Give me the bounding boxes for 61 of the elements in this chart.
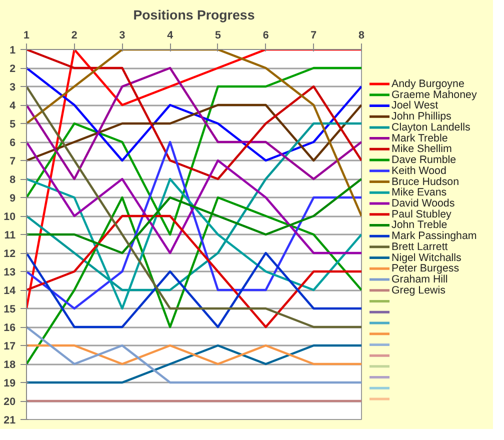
legend-label: David Woods xyxy=(392,197,455,210)
line-series xyxy=(26,196,362,366)
legend-label: Paul Stubley xyxy=(392,208,452,220)
legend-label: Peter Burgess xyxy=(392,262,460,275)
chart-title: Positions Progress xyxy=(133,8,255,22)
legend-label: John Treble xyxy=(392,219,448,232)
legend-label: Mark Treble xyxy=(392,132,448,144)
line-series xyxy=(26,252,362,328)
legend-label: Mark Passingham xyxy=(392,230,477,242)
legend-label: Keith Wood xyxy=(392,164,446,177)
y-tick-label: 19 xyxy=(4,378,16,390)
y-tick-label: 4 xyxy=(10,100,16,112)
y-tick-label: 6 xyxy=(10,137,16,149)
y-tick-label: 3 xyxy=(10,82,16,94)
x-tick-label: 4 xyxy=(167,30,174,42)
y-tick-label: 10 xyxy=(4,211,16,223)
y-tick-label: 14 xyxy=(4,285,16,297)
y-tick-label: 7 xyxy=(10,156,16,168)
x-tick-label: 2 xyxy=(71,30,78,42)
line-series xyxy=(26,104,362,162)
line-series xyxy=(26,140,362,310)
y-tick-label: 9 xyxy=(10,192,16,204)
legend-label: Nigel Witchalls xyxy=(392,252,462,264)
legend-label: Mike Shellim xyxy=(392,143,452,156)
legend-label: Graeme Mahoney xyxy=(392,88,478,101)
y-tick-label: 2 xyxy=(10,63,16,75)
y-tick-label: 18 xyxy=(4,359,16,371)
line-series xyxy=(26,326,362,384)
legend-label: Greg Lewis xyxy=(392,284,446,296)
legend-label: Andy Burgoyne xyxy=(392,78,464,90)
line-series xyxy=(26,178,362,254)
y-tick-label: 1 xyxy=(10,44,16,56)
y-tick-label: 12 xyxy=(4,248,16,260)
x-tick-label: 8 xyxy=(358,30,365,42)
line-series xyxy=(26,140,362,254)
x-tick-label: 3 xyxy=(119,30,126,42)
legend-label: John Phillips xyxy=(392,110,452,123)
line-series xyxy=(26,214,362,328)
line-series xyxy=(26,85,362,328)
y-tick-label: 20 xyxy=(4,396,16,408)
line-series xyxy=(26,66,362,162)
legend-label: Mike Evans xyxy=(392,186,447,199)
x-tick-label: 5 xyxy=(214,30,221,42)
y-tick-label: 11 xyxy=(4,230,16,242)
line-series xyxy=(26,66,362,236)
x-tick-label: 7 xyxy=(310,30,317,42)
y-tick-label: 17 xyxy=(4,340,16,352)
legend-label: Dave Rumble xyxy=(392,154,456,166)
y-tick-label: 21 xyxy=(4,414,16,426)
legend-label: Clayton Landells xyxy=(392,121,470,134)
legend-label: Joel West xyxy=(392,100,438,112)
y-tick-label: 13 xyxy=(4,266,16,278)
y-tick-label: 5 xyxy=(10,118,16,130)
legend-label: Brett Larrett xyxy=(392,240,448,253)
legend-label: Bruce Hudson xyxy=(392,176,460,188)
x-tick-label: 1 xyxy=(24,30,30,42)
legend-label: Graham Hill xyxy=(392,274,448,286)
y-tick-label: 16 xyxy=(4,322,16,334)
y-tick-label: 15 xyxy=(4,304,16,316)
x-tick-label: 6 xyxy=(262,30,269,42)
y-tick-label: 8 xyxy=(10,174,16,186)
